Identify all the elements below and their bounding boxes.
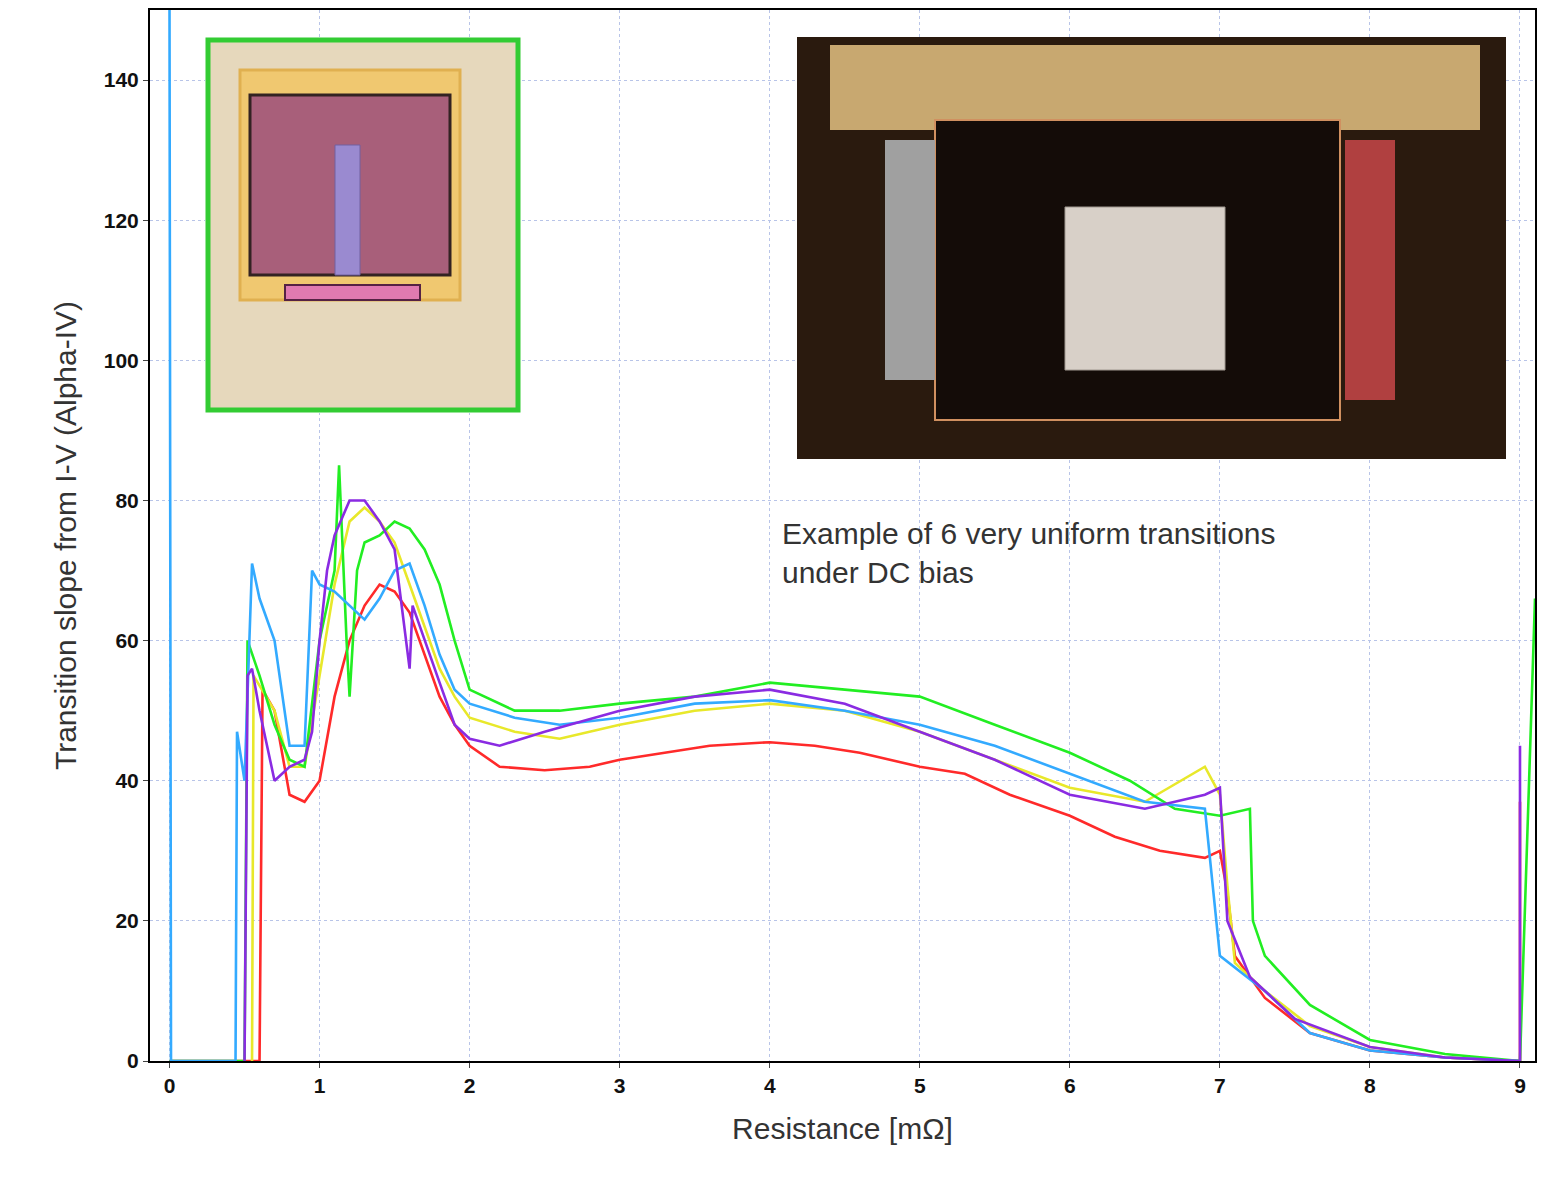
- svg-text:100: 100: [104, 349, 139, 372]
- svg-text:1: 1: [314, 1074, 326, 1097]
- svg-text:140: 140: [104, 68, 139, 91]
- svg-text:6: 6: [1064, 1074, 1076, 1097]
- svg-text:Example of 6 very uniform tran: Example of 6 very uniform transitionsund…: [782, 517, 1276, 589]
- svg-text:9: 9: [1514, 1074, 1526, 1097]
- svg-text:5: 5: [914, 1074, 926, 1097]
- svg-text:3: 3: [614, 1074, 626, 1097]
- svg-text:0: 0: [127, 1049, 139, 1072]
- svg-text:60: 60: [115, 629, 138, 652]
- svg-text:20: 20: [115, 909, 138, 932]
- svg-text:7: 7: [1214, 1074, 1226, 1097]
- svg-text:0: 0: [164, 1074, 176, 1097]
- svg-text:2: 2: [464, 1074, 476, 1097]
- svg-text:Transition slope from I-V (Alp: Transition slope from I-V (Alpha-IV): [49, 301, 82, 770]
- svg-text:40: 40: [115, 769, 138, 792]
- svg-text:120: 120: [104, 209, 139, 232]
- svg-text:8: 8: [1364, 1074, 1376, 1097]
- svg-text:Resistance [mΩ]: Resistance [mΩ]: [732, 1112, 953, 1145]
- svg-text:4: 4: [764, 1074, 776, 1097]
- svg-text:80: 80: [115, 489, 138, 512]
